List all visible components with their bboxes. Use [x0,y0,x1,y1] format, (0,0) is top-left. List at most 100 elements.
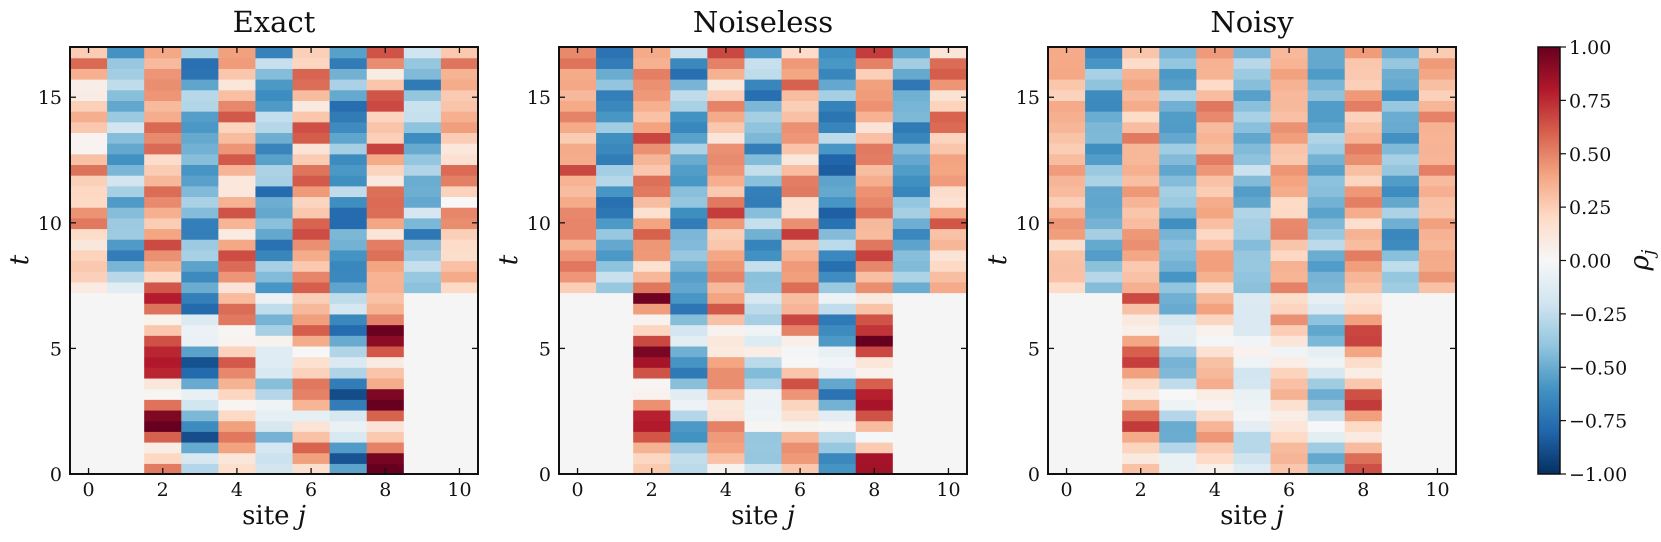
heatmap-cell [707,100,746,112]
heatmap-cell [744,207,783,219]
heatmap-cell [329,132,368,144]
heatmap-cell [1344,377,1383,390]
heatmap-cell [1196,79,1235,91]
heatmap-cell [1270,132,1309,144]
heatmap-cell [855,57,894,69]
heatmap-cell [855,345,894,358]
heatmap-cell [440,143,479,155]
heatmap-cell [1233,431,1272,443]
heatmap-cell [1085,377,1123,390]
heatmap-cell [181,196,219,208]
heatmap-cell [1085,281,1123,294]
heatmap-cell [781,281,820,294]
heatmap-cell [1381,207,1420,219]
heatmap-cell [292,249,331,262]
heatmap-cell [1233,271,1272,283]
heatmap-cell [70,100,108,112]
heatmap-cell [1381,111,1420,123]
heatmap-cell [292,367,331,379]
colorbar-label: ρj [1625,249,1659,271]
heatmap-cell [255,100,294,112]
heatmap-cell [1270,356,1309,368]
heatmap-cell [1307,313,1346,326]
x-tick-label: 8 [1357,479,1369,501]
heatmap-cell [1270,207,1309,219]
heatmap-cell [292,217,331,230]
heatmap-cell [1048,335,1086,347]
heatmap-cell [744,249,783,262]
heatmap-cell [144,303,182,315]
heatmap-cell [1085,175,1123,187]
heatmap-cell [670,111,708,123]
heatmap-cell [855,196,894,208]
heatmap-cell [1418,68,1457,80]
heatmap-cell [855,185,894,198]
heatmap-cell [1085,399,1123,411]
heatmap-cell [218,79,257,91]
heatmap-cell [292,68,331,80]
heatmap-cell [1381,164,1420,176]
heatmap-cell [596,377,634,390]
heatmap-cell [1418,89,1457,101]
heatmap-cell [218,196,257,208]
heatmap-cell [181,164,219,176]
heatmap-cell [1159,175,1197,187]
heatmap-cell [329,79,368,91]
heatmap-cell [1307,153,1346,166]
heatmap-cell [218,292,257,304]
heatmap-cell [1196,239,1235,251]
heatmap-cell [1233,153,1272,166]
heatmap-cell [929,121,968,133]
heatmap-cell [1307,388,1346,400]
heatmap-cell [1418,399,1457,411]
heatmap-cell [1196,452,1235,464]
heatmap-cell [1122,420,1160,432]
heatmap-cell [1122,175,1160,187]
heatmap-cell [1307,185,1346,198]
heatmap-cell [818,185,857,198]
heatmap-cell [366,388,405,400]
heatmap-cell [292,356,331,368]
heatmap-cell [1159,356,1197,368]
heatmap-cell [144,143,182,155]
heatmap-cell [366,420,405,432]
heatmap-cell [633,79,671,91]
heatmap-cell [818,388,857,400]
heatmap-cell [1233,377,1272,390]
heatmap-cell [855,431,894,443]
heatmap-cell [781,79,820,91]
heatmap-cell [181,409,219,422]
heatmap-cell [329,196,368,208]
heatmap-cell [892,217,931,230]
heatmap-cell [1307,303,1346,315]
heatmap-cell [440,100,479,112]
heatmap-cell [107,79,145,91]
heatmap-cell [1418,185,1457,198]
heatmap-cell [1381,409,1420,422]
heatmap-cell [1307,399,1346,411]
heatmap-cell [1233,388,1272,400]
heatmap-cell [144,89,182,101]
heatmap-cell [855,281,894,294]
heatmap-cell [818,420,857,432]
heatmap-cell [781,431,820,443]
heatmap-cell [1344,207,1383,219]
heatmap-cell [1418,79,1457,91]
heatmap-cell [1085,121,1123,133]
heatmap-cell [70,217,108,230]
heatmap-cell [559,143,597,155]
heatmap-cell [1307,228,1346,240]
heatmap-cell [292,388,331,400]
heatmap-cell [855,356,894,368]
heatmap-cell [1196,271,1235,283]
heatmap-cell [1159,207,1197,219]
heatmap-cell [670,420,708,432]
heatmap-cell [929,388,968,400]
heatmap-cell [670,324,708,336]
heatmap-cell [818,153,857,166]
heatmap-cell [1122,68,1160,80]
heatmap-cell [1196,303,1235,315]
heatmap-cell [781,345,820,358]
heatmap-cell [1344,239,1383,251]
